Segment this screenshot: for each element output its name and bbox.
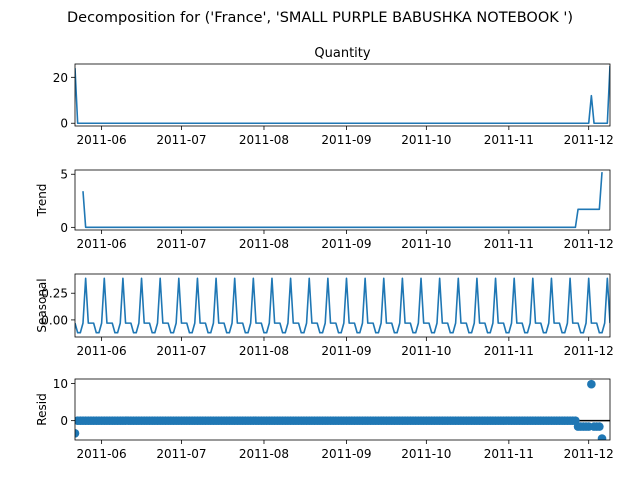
plot-area bbox=[75, 277, 610, 334]
axes-frame bbox=[74, 273, 611, 338]
resid-point bbox=[597, 434, 607, 440]
resid-point bbox=[595, 422, 604, 431]
x-tick-label: 2011-11 bbox=[484, 447, 534, 461]
y-tick-label: 0.25 bbox=[41, 287, 68, 301]
x-tick-label: 2011-08 bbox=[239, 344, 289, 358]
x-tick-label: 2011-06 bbox=[77, 133, 127, 147]
x-tick-label: 2011-12 bbox=[564, 237, 614, 251]
x-tick-label: 2011-08 bbox=[239, 447, 289, 461]
x-tick-label: 2011-06 bbox=[77, 344, 127, 358]
plot-area bbox=[82, 172, 603, 229]
panel-title: Quantity bbox=[314, 46, 370, 61]
y-tick-label: 0.00 bbox=[41, 313, 68, 327]
panels: Quantity 0 20 2011-06 2011-07 2011-08 2011-09 2… bbox=[35, 46, 614, 461]
panel-4: Resid 0 10 2011-06 2011-07 2011-08 2011-09 2011… bbox=[35, 377, 614, 461]
x-tick-label: 2011-07 bbox=[156, 237, 206, 251]
x-tick-label: 2011-12 bbox=[564, 447, 614, 461]
y-tick-label: 0 bbox=[60, 117, 68, 131]
axes-frame bbox=[74, 169, 611, 231]
y-tick-label: 20 bbox=[53, 71, 68, 85]
x-tick-label: 2011-09 bbox=[321, 133, 371, 147]
series-line bbox=[82, 172, 603, 229]
x-tick-label: 2011-10 bbox=[401, 237, 451, 251]
y-tick-label: 10 bbox=[53, 377, 68, 391]
y-axis-label: Trend bbox=[35, 184, 49, 218]
x-tick-label: 2011-10 bbox=[401, 133, 451, 147]
x-tick-label: 2011-06 bbox=[77, 447, 127, 461]
axes-frame bbox=[74, 378, 611, 441]
y-tick-label: 5 bbox=[60, 168, 68, 182]
x-tick-label: 2011-09 bbox=[321, 237, 371, 251]
x-tick-label: 2011-11 bbox=[484, 237, 534, 251]
panel-1: Quantity 0 20 2011-06 2011-07 2011-08 2011-09 2… bbox=[53, 46, 614, 147]
y-axis-label: Resid bbox=[35, 393, 49, 425]
resid-point bbox=[587, 379, 596, 389]
panel-2: Trend 0 5 2011-06 2011-07 2011-08 2011-09 2011-… bbox=[35, 168, 614, 251]
y-tick-label: 0 bbox=[60, 221, 68, 235]
plot-area bbox=[75, 65, 610, 125]
x-tick-label: 2011-06 bbox=[77, 237, 127, 251]
x-tick-label: 2011-07 bbox=[156, 133, 206, 147]
x-tick-label: 2011-08 bbox=[239, 133, 289, 147]
series-line bbox=[75, 65, 610, 125]
axes-frame bbox=[74, 63, 611, 127]
x-tick-label: 2011-10 bbox=[401, 447, 451, 461]
x-tick-label: 2011-12 bbox=[564, 133, 614, 147]
y-axis-label: Seasonal bbox=[35, 278, 49, 332]
x-tick-label: 2011-09 bbox=[321, 344, 371, 358]
x-tick-label: 2011-08 bbox=[239, 237, 289, 251]
x-tick-label: 2011-12 bbox=[564, 344, 614, 358]
x-tick-label: 2011-07 bbox=[156, 447, 206, 461]
y-tick-label: 0 bbox=[60, 414, 68, 428]
x-tick-label: 2011-09 bbox=[321, 447, 371, 461]
x-tick-label: 2011-11 bbox=[484, 344, 534, 358]
resid-point bbox=[75, 429, 80, 438]
x-tick-label: 2011-07 bbox=[156, 344, 206, 358]
x-tick-label: 2011-10 bbox=[401, 344, 451, 358]
figure-title: Decomposition for ('France', 'SMALL PURP… bbox=[67, 10, 573, 26]
series-line bbox=[75, 277, 610, 334]
x-tick-label: 2011-11 bbox=[484, 133, 534, 147]
plot-area bbox=[75, 379, 610, 440]
